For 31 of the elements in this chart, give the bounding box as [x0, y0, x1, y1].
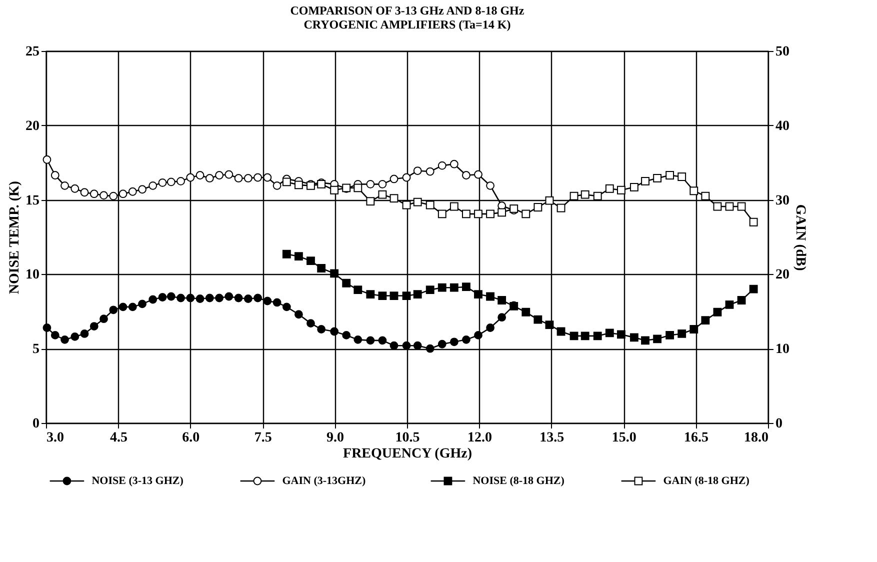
x-tick-label: 16.5 — [684, 430, 709, 446]
x-tick-label: 10.5 — [395, 430, 420, 446]
y2-axis-title: GAIN (dB) — [792, 204, 808, 272]
y2-tick-label: 10 — [776, 342, 790, 358]
legend-label: NOISE (3-13 GHZ) — [92, 475, 184, 487]
y-tick-label: 20 — [26, 118, 40, 134]
y2-tick-label: 20 — [776, 268, 790, 283]
x-tick-label: 9.0 — [326, 430, 344, 446]
legend-label: GAIN (8-18 GHZ) — [663, 475, 750, 487]
y-tick-label: 25 — [26, 44, 40, 60]
x-axis-title: FREQUENCY (GHz) — [343, 446, 472, 462]
x-tick-label: 6.0 — [182, 430, 200, 446]
x-tick-label: 3.0 — [46, 430, 64, 446]
y-axis-title: NOISE TEMP. (K) — [8, 180, 22, 294]
legend-label: GAIN (3-13GHZ) — [282, 475, 366, 487]
y-tick-label: 5 — [32, 342, 40, 358]
chart-title: COMPARISON OF 3-13 GHz AND 8-18 GHz CRYOGENIC AMPLIFIERS (Ta=14 K) — [290, 3, 525, 32]
x-tick-label: 13.5 — [540, 430, 564, 446]
legend-label: NOISE (8-18 GHZ) — [472, 475, 565, 487]
y-tick-label: 10 — [26, 268, 40, 283]
y-tick-label: 15 — [26, 193, 40, 208]
y-tick-label: 0 — [32, 416, 40, 432]
y2-tick-label: 0 — [776, 416, 782, 432]
x-tick-label: 15.0 — [612, 430, 636, 446]
x-tick-label: 12.0 — [467, 430, 492, 446]
y2-tick-label: 30 — [776, 193, 790, 208]
y2-tick-label: 40 — [776, 118, 790, 134]
y2-tick-label: 50 — [776, 44, 790, 60]
x-tick-label: 4.5 — [110, 430, 128, 446]
x-tick-label: 18.0 — [744, 430, 768, 446]
x-tick-label: 7.5 — [254, 430, 272, 446]
